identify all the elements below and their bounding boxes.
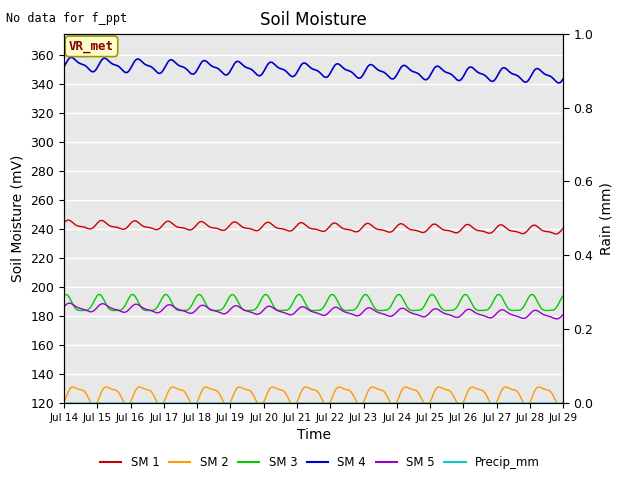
SM 5 <box>553 316 561 322</box>
SM 5 <box>303 306 311 312</box>
SM 1 <box>303 223 311 229</box>
SM 3 <box>303 303 311 309</box>
SM 4 <box>545 73 553 79</box>
SM 1 <box>86 226 93 232</box>
SM 3 <box>290 298 298 304</box>
SM 2 <box>86 397 93 403</box>
Precip_mm <box>290 400 298 406</box>
Y-axis label: Soil Moisture (mV): Soil Moisture (mV) <box>11 155 25 282</box>
SM 4 <box>559 76 567 82</box>
SM 3 <box>545 308 553 313</box>
SM 1 <box>545 229 553 235</box>
SM 4 <box>60 64 68 70</box>
Legend: SM 1, SM 2, SM 3, SM 4, SM 5, Precip_mm: SM 1, SM 2, SM 3, SM 4, SM 5, Precip_mm <box>95 452 545 474</box>
SM 2 <box>545 388 553 394</box>
Line: SM 4: SM 4 <box>64 58 563 83</box>
SM 2 <box>290 403 298 409</box>
SM 3 <box>476 308 483 313</box>
Precip_mm <box>545 400 552 406</box>
Line: SM 2: SM 2 <box>64 387 563 406</box>
SM 1 <box>290 226 298 232</box>
SM 4 <box>545 72 552 78</box>
Precip_mm <box>303 400 310 406</box>
SM 4 <box>303 61 311 67</box>
SM 1 <box>552 231 560 237</box>
SM 4 <box>86 67 93 73</box>
SM 5 <box>454 314 461 320</box>
SM 4 <box>454 77 461 83</box>
SM 1 <box>454 230 461 236</box>
SM 4 <box>67 55 75 60</box>
SM 1 <box>559 225 567 231</box>
Precip_mm <box>86 400 93 406</box>
SM 5 <box>559 312 567 317</box>
Line: SM 5: SM 5 <box>64 303 563 319</box>
SM 5 <box>66 300 74 306</box>
SM 3 <box>62 292 70 298</box>
SM 2 <box>303 384 311 390</box>
SM 4 <box>555 80 563 86</box>
SM 3 <box>60 293 68 299</box>
SM 3 <box>559 293 567 299</box>
Line: SM 3: SM 3 <box>64 295 563 311</box>
SM 3 <box>545 308 553 313</box>
X-axis label: Time: Time <box>296 429 331 443</box>
SM 4 <box>290 73 298 79</box>
SM 2 <box>545 387 553 393</box>
SM 5 <box>290 311 298 316</box>
SM 2 <box>60 399 68 405</box>
SM 3 <box>86 305 93 311</box>
Precip_mm <box>545 400 552 406</box>
SM 1 <box>65 217 72 223</box>
SM 5 <box>86 309 93 314</box>
SM 1 <box>545 229 552 235</box>
SM 1 <box>60 220 68 226</box>
Precip_mm <box>60 400 68 406</box>
Text: VR_met: VR_met <box>69 40 114 53</box>
SM 3 <box>454 303 461 309</box>
Precip_mm <box>559 400 567 406</box>
SM 5 <box>545 313 552 319</box>
Title: Soil Moisture: Soil Moisture <box>260 11 367 29</box>
SM 2 <box>124 403 131 409</box>
SM 2 <box>454 401 461 407</box>
SM 5 <box>60 304 68 310</box>
SM 2 <box>369 384 376 390</box>
Precip_mm <box>453 400 461 406</box>
Line: SM 1: SM 1 <box>64 220 563 234</box>
Y-axis label: Rain (mm): Rain (mm) <box>599 182 613 255</box>
SM 5 <box>545 313 553 319</box>
SM 2 <box>559 399 567 405</box>
Text: No data for f_ppt: No data for f_ppt <box>6 12 127 25</box>
